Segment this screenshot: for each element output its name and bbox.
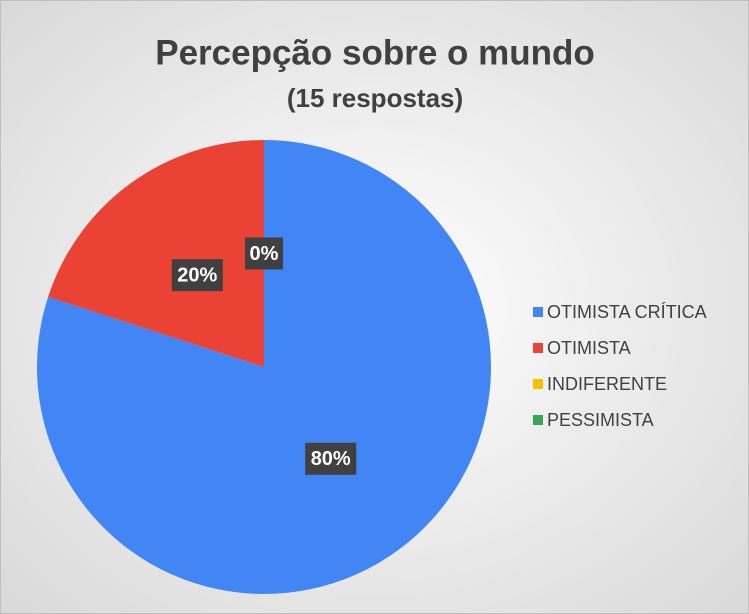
legend-label: PESSIMISTA	[547, 410, 654, 430]
data-label-box	[171, 259, 223, 292]
legend-label: INDIFERENTE	[547, 374, 667, 394]
pie-slice	[48, 139, 265, 367]
legend-swatch	[533, 415, 543, 425]
legend-swatch	[533, 343, 543, 353]
chart-subtitle: (15 respostas)	[287, 83, 463, 113]
chart-title: Percepção sobre o mundo	[155, 33, 595, 72]
data-label-box	[305, 442, 357, 475]
data-label: 80%	[311, 448, 351, 470]
data-label: 0%	[250, 243, 279, 265]
data-label: 20%	[177, 264, 217, 286]
legend-label: OTIMISTA	[547, 338, 631, 358]
data-label-box	[245, 237, 283, 270]
legend-swatch	[533, 379, 543, 389]
legend-swatch	[533, 307, 543, 317]
legend-label: OTIMISTA CRÍTICA	[547, 302, 707, 322]
